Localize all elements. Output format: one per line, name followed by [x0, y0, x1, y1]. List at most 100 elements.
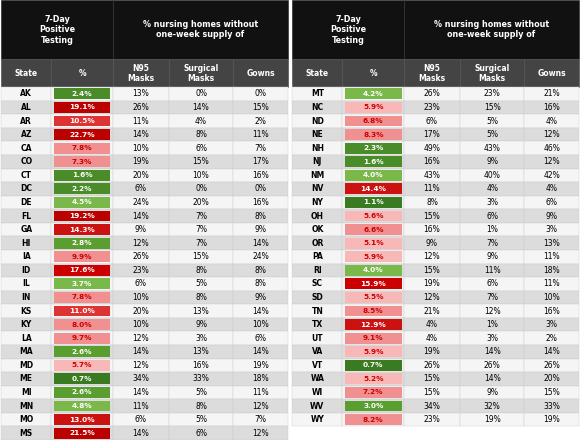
Bar [54, 197, 110, 208]
Text: 10%: 10% [543, 293, 560, 302]
Bar [113, 359, 169, 372]
Text: 26%: 26% [423, 361, 440, 370]
Text: 3.0%: 3.0% [363, 403, 383, 409]
Bar [404, 182, 460, 196]
Bar [524, 169, 579, 182]
Bar [292, 413, 342, 426]
Bar [524, 277, 579, 291]
Bar [292, 59, 342, 87]
Bar [1, 345, 51, 359]
Bar [460, 236, 524, 250]
Text: AL: AL [21, 103, 31, 112]
Bar [345, 401, 401, 411]
Text: 14%: 14% [484, 347, 501, 356]
Bar [404, 114, 460, 128]
Bar [292, 169, 342, 182]
Text: 5.9%: 5.9% [363, 349, 383, 355]
Bar [404, 155, 460, 169]
Bar [233, 223, 288, 236]
Text: CO: CO [20, 157, 32, 166]
Bar [292, 223, 342, 236]
Text: 1.1%: 1.1% [363, 199, 383, 205]
Bar [169, 250, 233, 264]
Text: Gowns: Gowns [537, 69, 566, 78]
Text: 6%: 6% [135, 415, 147, 424]
Bar [345, 387, 401, 398]
Bar [113, 0, 288, 59]
Bar [404, 128, 460, 141]
Bar [460, 141, 524, 155]
Bar [404, 399, 460, 413]
Text: NE: NE [311, 130, 323, 139]
Bar [169, 87, 233, 101]
Text: 10%: 10% [252, 320, 269, 329]
Text: 1.6%: 1.6% [72, 172, 92, 178]
Bar [169, 169, 233, 182]
Text: 7%: 7% [195, 225, 207, 234]
Text: NH: NH [311, 144, 324, 153]
Text: 12%: 12% [132, 239, 149, 248]
Bar [460, 264, 524, 277]
Bar [51, 114, 113, 128]
Text: 5%: 5% [486, 117, 498, 125]
Text: RI: RI [313, 266, 322, 275]
Bar [51, 372, 113, 386]
Text: 15%: 15% [423, 388, 440, 397]
Bar [292, 277, 342, 291]
Bar [524, 264, 579, 277]
Bar [233, 169, 288, 182]
Text: TN: TN [311, 307, 323, 315]
Bar [51, 169, 113, 182]
Bar [51, 426, 113, 440]
Text: 6%: 6% [195, 144, 207, 153]
Bar [51, 413, 113, 426]
Bar [233, 359, 288, 372]
Text: 14%: 14% [132, 429, 149, 438]
Text: 17%: 17% [423, 130, 440, 139]
Bar [342, 182, 404, 196]
Text: 2.8%: 2.8% [72, 240, 92, 246]
Bar [460, 386, 524, 399]
Bar [113, 277, 169, 291]
Bar [342, 155, 404, 169]
Bar [51, 59, 113, 87]
Text: 4.5%: 4.5% [72, 199, 92, 205]
Bar [233, 318, 288, 331]
Text: 14%: 14% [132, 388, 149, 397]
Bar [54, 102, 110, 113]
Bar [460, 291, 524, 304]
Bar [54, 183, 110, 194]
Bar [54, 88, 110, 99]
Text: 5.7%: 5.7% [72, 363, 92, 368]
Text: 9%: 9% [546, 212, 557, 220]
Bar [404, 413, 460, 426]
Text: OK: OK [311, 225, 324, 234]
Text: 3%: 3% [486, 198, 498, 207]
Text: 4%: 4% [546, 117, 557, 125]
Bar [404, 101, 460, 114]
Text: 12%: 12% [543, 130, 560, 139]
Bar [233, 101, 288, 114]
Bar [54, 116, 110, 126]
Bar [460, 372, 524, 386]
Bar [169, 196, 233, 209]
Text: 4%: 4% [546, 184, 557, 194]
Text: 15%: 15% [193, 252, 209, 261]
Bar [342, 318, 404, 331]
Text: 4%: 4% [486, 184, 498, 194]
Bar [345, 143, 401, 154]
Bar [113, 114, 169, 128]
Text: 4.0%: 4.0% [363, 268, 383, 273]
Bar [233, 399, 288, 413]
Bar [54, 306, 110, 316]
Bar [169, 101, 233, 114]
Bar [342, 331, 404, 345]
Text: 0.7%: 0.7% [363, 363, 383, 368]
Bar [169, 128, 233, 141]
Text: OH: OH [311, 212, 324, 220]
Bar [169, 386, 233, 399]
Text: 8%: 8% [255, 266, 266, 275]
Text: 5%: 5% [195, 279, 207, 288]
Bar [460, 59, 524, 87]
Text: NJ: NJ [313, 157, 322, 166]
